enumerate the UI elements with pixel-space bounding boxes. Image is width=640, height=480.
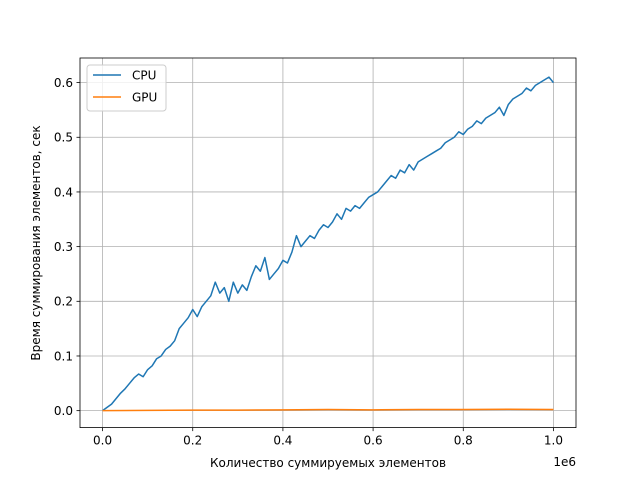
legend-frame — [86, 64, 167, 112]
legend-label-gpu: GPU — [132, 90, 157, 104]
y-tick-label: 0.2 — [54, 295, 73, 309]
grid — [80, 58, 576, 428]
y-axis-label: Время суммирования элементов, сек — [29, 125, 43, 360]
axes-frame — [79, 57, 577, 429]
x-axis: 0.0 0.2 0.4 0.6 0.8 1.0 — [93, 427, 563, 448]
series-layer — [102, 76, 555, 412]
y-tick-label: 0.4 — [54, 185, 73, 199]
x-tick-label: 0.8 — [454, 434, 473, 448]
x-offset-label: 1e6 — [553, 455, 576, 469]
x-tick-label: 0.0 — [93, 434, 112, 448]
y-tick-label: 0.0 — [54, 404, 73, 418]
y-tick-label: 0.3 — [54, 240, 73, 254]
x-tick-label: 1.0 — [544, 434, 563, 448]
x-tick-label: 0.6 — [364, 434, 383, 448]
legend: CPU GPU — [86, 64, 167, 112]
y-tick-label: 0.1 — [54, 349, 73, 363]
x-tick-label: 0.2 — [183, 434, 202, 448]
plot-area — [80, 58, 576, 428]
x-axis-label: Количество суммируемых элементов — [210, 456, 446, 470]
series-line-cpu — [102, 76, 555, 412]
y-tick-label: 0.6 — [54, 76, 73, 90]
y-tick-label: 0.5 — [54, 131, 73, 145]
legend-label-cpu: CPU — [132, 68, 156, 82]
series-line-gpu — [102, 408, 554, 412]
x-tick-label: 0.4 — [273, 434, 292, 448]
y-axis: 0.0 0.1 0.2 0.3 0.4 0.5 0.6 — [54, 76, 80, 418]
